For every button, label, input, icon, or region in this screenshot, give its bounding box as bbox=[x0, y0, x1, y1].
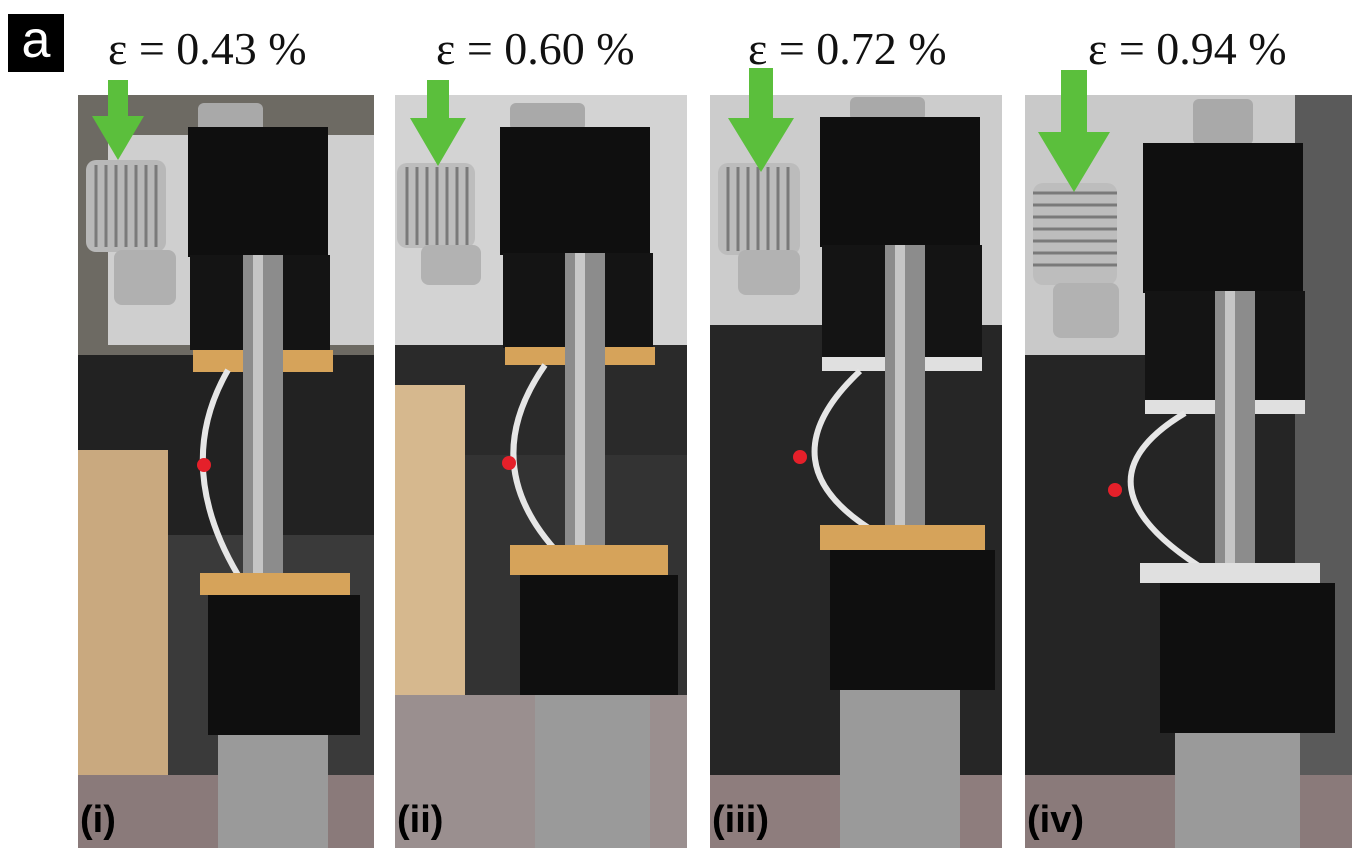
marker-dot-ii bbox=[502, 456, 516, 470]
marker-dot-iii bbox=[793, 450, 807, 464]
photo-panel-ii: (ii) bbox=[395, 95, 687, 848]
panel-label-i: (i) bbox=[80, 799, 116, 841]
strain-label-i: ε = 0.43 % bbox=[108, 23, 307, 74]
figure-label: a bbox=[8, 14, 64, 72]
photo-i bbox=[78, 95, 374, 848]
down-arrow-icon bbox=[728, 68, 794, 172]
down-arrow-icon bbox=[1038, 70, 1110, 192]
panel-label-iii: (iii) bbox=[712, 799, 769, 841]
photo-panel-iv: (iv) bbox=[1025, 95, 1352, 848]
strain-label-iv: ε = 0.94 % bbox=[1088, 23, 1287, 74]
photo-ii bbox=[395, 95, 687, 848]
panel-label-ii: (ii) bbox=[397, 799, 444, 841]
down-arrow-icon bbox=[92, 80, 144, 160]
strain-label-ii: ε = 0.60 % bbox=[436, 23, 635, 74]
photo-panel-iii: (iii) bbox=[710, 95, 1002, 848]
photo-iii bbox=[710, 95, 1002, 848]
photo-panel-i: (i) bbox=[78, 95, 374, 848]
marker-dot-iv bbox=[1108, 483, 1122, 497]
photo-iv bbox=[1025, 95, 1352, 848]
panel-label-iv: (iv) bbox=[1027, 799, 1084, 841]
strain-label-iii: ε = 0.72 % bbox=[748, 23, 947, 74]
marker-dot-i bbox=[197, 458, 211, 472]
down-arrow-icon bbox=[410, 80, 466, 166]
